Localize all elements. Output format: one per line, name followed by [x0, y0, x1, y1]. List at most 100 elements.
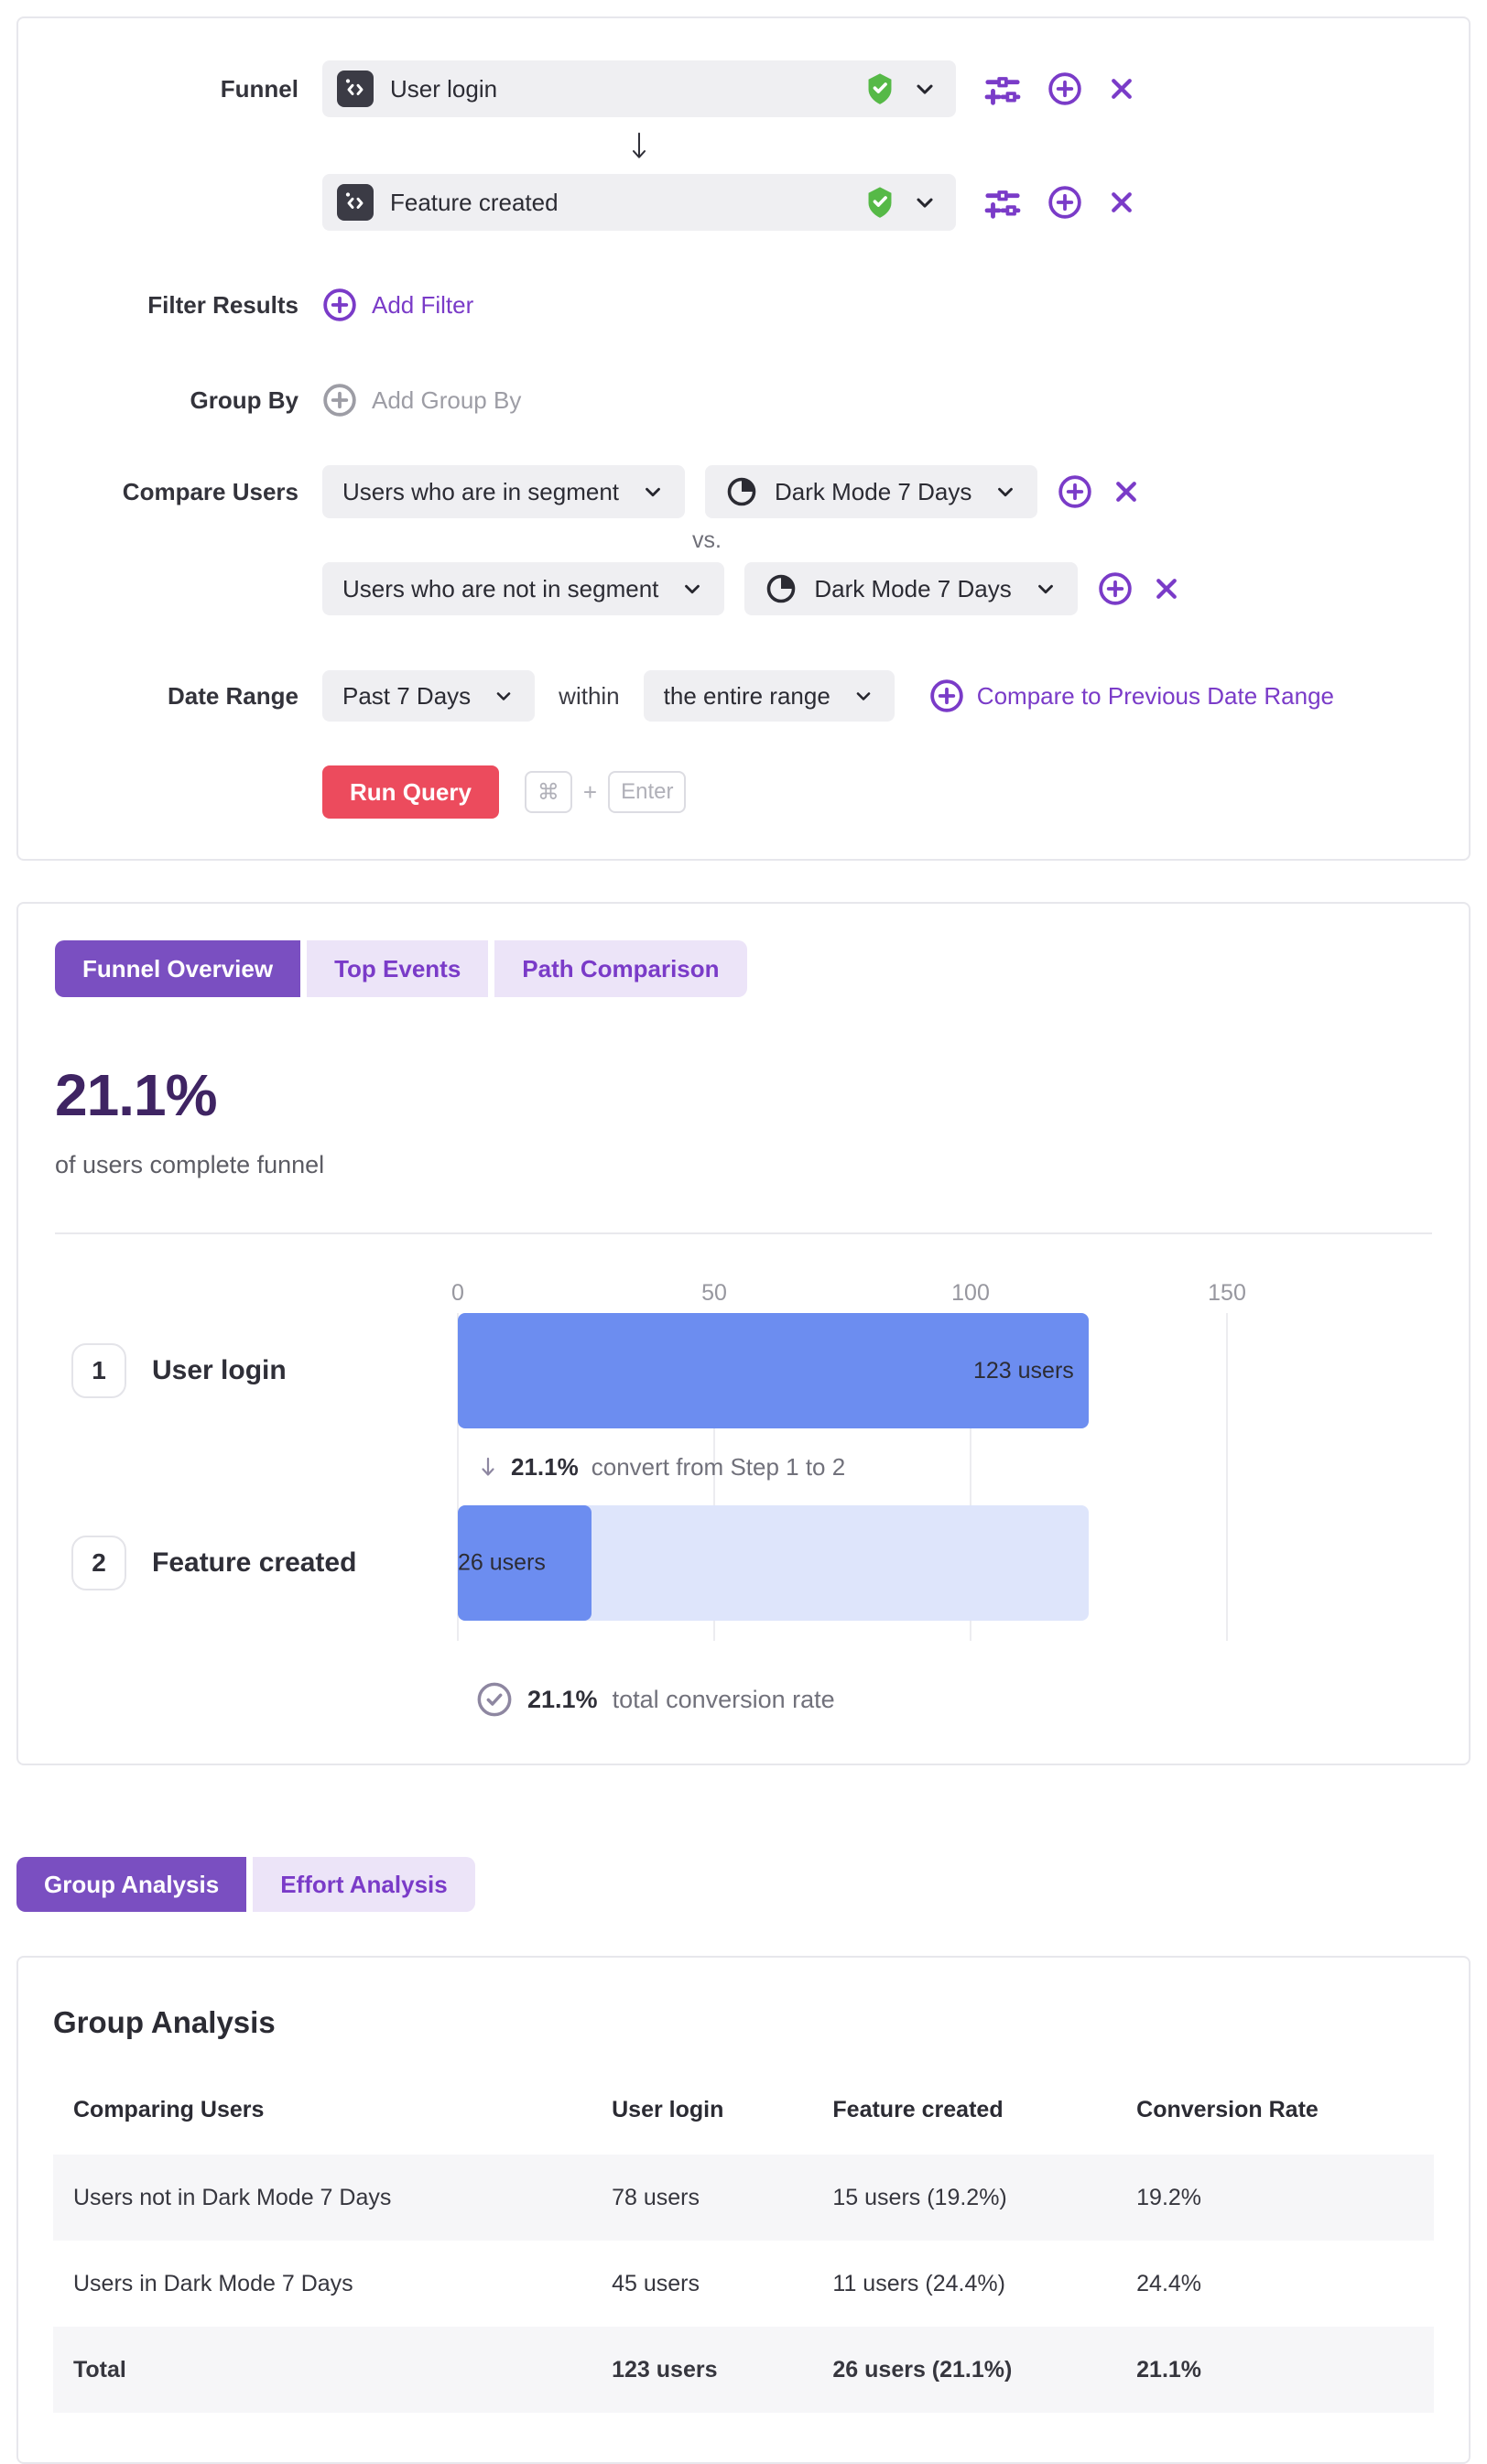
- meta-keycap: ⌘: [524, 771, 572, 813]
- cell-feature-created: 26 users (21.1%): [832, 2356, 1013, 2383]
- date-window-value: the entire range: [663, 681, 830, 710]
- funnel-bar-2: [458, 1505, 592, 1621]
- axis-tick-label: 0: [451, 1280, 464, 1306]
- step-conversion-value: 21.1%: [511, 1452, 579, 1481]
- remove-step-icon[interactable]: [1108, 189, 1135, 216]
- segment-membership-value: Users who are in segment: [342, 477, 620, 505]
- cell-user-login: 45 users: [612, 2270, 700, 2296]
- tab-effort-analysis[interactable]: Effort Analysis: [253, 1857, 475, 1912]
- group-analysis-card: Group Analysis Comparing Users User logi…: [16, 1956, 1471, 2464]
- vs-label: vs.: [692, 527, 722, 553]
- event-icon: [337, 184, 374, 221]
- compare-users-label: Compare Users: [122, 478, 298, 505]
- conversion-headline: 21.1%: [55, 1062, 217, 1128]
- column-header-feature-created: Feature created: [832, 2097, 1004, 2122]
- segment-icon: [765, 572, 798, 605]
- step-name: User login: [152, 1355, 287, 1385]
- keyboard-shortcut-hint: ⌘ + Enter: [524, 771, 687, 813]
- date-range-select[interactable]: Past 7 Days: [322, 670, 536, 722]
- cell-group: Users not in Dark Mode 7 Days: [73, 2184, 392, 2210]
- compare-line-1: Users who are in segment Dark Mode 7 Day…: [322, 465, 1432, 518]
- remove-compare-icon[interactable]: [1113, 478, 1140, 505]
- results-tabs: Funnel Overview Top Events Path Comparis…: [55, 940, 747, 997]
- tab-funnel-overview[interactable]: Funnel Overview: [55, 940, 301, 997]
- run-query-button[interactable]: Run Query: [322, 765, 499, 819]
- run-query-row: Run Query ⌘ + Enter: [46, 765, 1432, 819]
- funnel-steps: User login: [322, 60, 1432, 231]
- funnel-bar-1: 123 users: [458, 1313, 1089, 1428]
- chevron-down-icon: [852, 685, 874, 707]
- axis-tick-label: 100: [951, 1280, 990, 1306]
- chevron-down-icon: [912, 76, 938, 102]
- step-1-actions: [983, 71, 1135, 107]
- group-analysis-table: Comparing Users User login Feature creat…: [53, 2080, 1434, 2413]
- group-by-row: Group By Add Group By: [46, 372, 1432, 429]
- divider: [55, 1232, 1432, 1234]
- chart-step-row-1: 1 User login 123 users: [55, 1313, 1432, 1428]
- table-row: Users not in Dark Mode 7 Days 78 users 1…: [53, 2155, 1434, 2241]
- segment-membership-value: Users who are not in segment: [342, 574, 659, 602]
- chevron-down-icon: [641, 480, 665, 504]
- compare-previous-date-range-button[interactable]: Compare to Previous Date Range: [929, 678, 1334, 713]
- step-number-badge: 2: [71, 1536, 126, 1590]
- chart-step-row-2: 2 Feature created 26 users: [55, 1505, 1432, 1621]
- verified-icon: [864, 186, 895, 219]
- step-number-badge: 1: [71, 1343, 126, 1398]
- chevron-down-icon: [1034, 577, 1058, 601]
- add-filter-button[interactable]: Add Filter: [322, 288, 473, 322]
- chart-axis: 0 50 100 150: [451, 1280, 1432, 1313]
- cell-conversion-rate: 24.4%: [1136, 2270, 1202, 2296]
- funnel-chart: 0 50 100 150 1 User login 123 users: [55, 1280, 1432, 1718]
- segment-select[interactable]: Dark Mode 7 Days: [705, 465, 1038, 518]
- funnel-label: Funnel: [220, 75, 298, 103]
- tab-path-comparison[interactable]: Path Comparison: [494, 940, 747, 997]
- add-compare-icon[interactable]: [1098, 571, 1133, 606]
- cell-feature-created: 11 users (24.4%): [832, 2270, 1005, 2296]
- date-window-select[interactable]: the entire range: [643, 670, 895, 722]
- add-step-icon[interactable]: [1047, 185, 1082, 220]
- funnel-step-2: Feature created: [322, 174, 1432, 231]
- funnel-results-card: Funnel Overview Top Events Path Comparis…: [16, 902, 1471, 1765]
- event-icon: [337, 71, 374, 107]
- segment-membership-select[interactable]: Users who are in segment: [322, 465, 686, 518]
- conversion-caption: of users complete funnel: [55, 1151, 325, 1178]
- segment-select[interactable]: Dark Mode 7 Days: [744, 562, 1078, 615]
- step-connector-arrow: [322, 117, 956, 174]
- verified-icon: [864, 72, 895, 105]
- cell-conversion-rate: 19.2%: [1136, 2184, 1202, 2210]
- add-circle-icon: [322, 383, 357, 418]
- funnel-step-1: User login: [322, 60, 1432, 117]
- remove-compare-icon[interactable]: [1153, 575, 1180, 602]
- total-conversion-line: 21.1% total conversion rate: [476, 1681, 1432, 1718]
- segment-membership-select[interactable]: Users who are not in segment: [322, 562, 725, 615]
- tab-top-events[interactable]: Top Events: [307, 940, 489, 997]
- total-conversion-text: total conversion rate: [612, 1685, 835, 1713]
- compare-previous-date-range-label: Compare to Previous Date Range: [976, 681, 1334, 710]
- add-group-by-label: Add Group By: [372, 385, 522, 414]
- segment-value: Dark Mode 7 Days: [814, 574, 1012, 602]
- remove-step-icon[interactable]: [1108, 75, 1135, 103]
- add-group-by-button[interactable]: Add Group By: [322, 383, 521, 418]
- column-header-user-login: User login: [612, 2097, 724, 2122]
- date-range-row: Date Range Past 7 Days within the entire…: [46, 670, 1432, 722]
- table-row: Users in Dark Mode 7 Days 45 users 11 us…: [53, 2241, 1434, 2327]
- segment-value: Dark Mode 7 Days: [775, 477, 972, 505]
- column-header-comparing-users: Comparing Users: [73, 2097, 265, 2122]
- event-select-step-1[interactable]: User login: [322, 60, 956, 117]
- within-label: within: [559, 681, 620, 710]
- group-by-label: Group By: [190, 386, 298, 414]
- arrow-down-icon: [629, 125, 649, 166]
- add-step-icon[interactable]: [1047, 71, 1082, 106]
- add-circle-icon: [322, 288, 357, 322]
- compare-users-row: Compare Users Users who are in segment D…: [46, 465, 1432, 615]
- step-filter-icon[interactable]: [983, 71, 1022, 107]
- total-conversion-value: 21.1%: [527, 1685, 598, 1713]
- add-compare-icon[interactable]: [1058, 474, 1092, 509]
- cell-user-login: 123 users: [612, 2356, 718, 2383]
- event-select-step-2[interactable]: Feature created: [322, 174, 956, 231]
- tab-group-analysis[interactable]: Group Analysis: [16, 1857, 247, 1912]
- chevron-down-icon: [993, 480, 1017, 504]
- add-filter-label: Add Filter: [372, 290, 474, 319]
- step-name: Feature created: [152, 1547, 357, 1578]
- step-filter-icon[interactable]: [983, 184, 1022, 221]
